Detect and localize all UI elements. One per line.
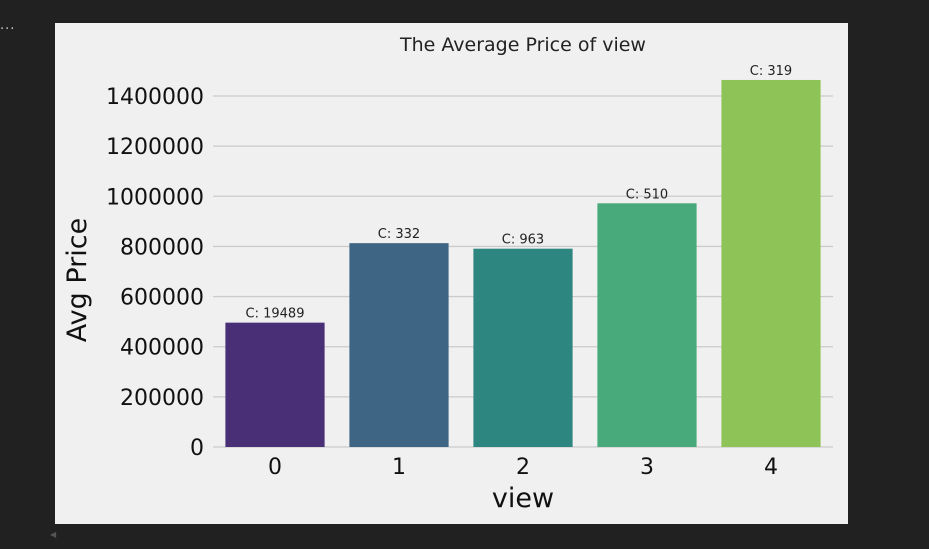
bar-chart: C: 19489 C: 332 C: 963 C: 510 C: 319 0 200000… xyxy=(62,34,833,514)
x-tick-label: 3 xyxy=(640,455,654,480)
bar-0 xyxy=(225,322,325,447)
bar-2 xyxy=(473,248,573,447)
bar-annotations: C: 19489 C: 332 C: 963 C: 510 C: 319 xyxy=(246,64,793,322)
y-tick-labels: 0 200000 400000 600000 800000 1000000 1200000 1… xyxy=(106,85,204,461)
bar-3 xyxy=(597,203,697,447)
y-tick-label: 1000000 xyxy=(106,185,204,210)
y-tick-label: 400000 xyxy=(120,336,204,361)
scroll-left-arrow-icon[interactable]: ◀ xyxy=(50,530,57,539)
bar-count-label: C: 963 xyxy=(502,233,544,248)
bar-count-label: C: 319 xyxy=(750,64,792,79)
x-tick-labels: 0 1 2 3 4 xyxy=(268,455,778,480)
bar-4 xyxy=(721,79,821,447)
chart-title: The Average Price of view xyxy=(399,34,646,56)
chart-figure: C: 19489 C: 332 C: 963 C: 510 C: 319 0 200000… xyxy=(55,23,848,524)
bar-1 xyxy=(349,243,449,447)
x-tick-label: 1 xyxy=(392,455,406,480)
bar-count-label: C: 510 xyxy=(626,187,668,202)
bar-count-label: C: 332 xyxy=(378,227,420,242)
x-axis-label: view xyxy=(492,483,554,514)
y-axis-label: Avg Price xyxy=(62,218,93,342)
y-tick-label: 600000 xyxy=(120,286,204,311)
y-tick-label: 1200000 xyxy=(106,135,204,160)
x-tick-label: 2 xyxy=(516,455,530,480)
x-tick-label: 4 xyxy=(764,455,778,480)
y-tick-label: 0 xyxy=(190,436,204,461)
y-tick-label: 200000 xyxy=(120,386,204,411)
x-tick-label: 0 xyxy=(268,455,282,480)
output-overflow-marker: ... xyxy=(0,18,16,33)
y-tick-label: 1400000 xyxy=(106,85,204,110)
bar-count-label: C: 19489 xyxy=(246,307,305,322)
y-tick-label: 800000 xyxy=(120,235,204,260)
bars xyxy=(225,79,821,447)
